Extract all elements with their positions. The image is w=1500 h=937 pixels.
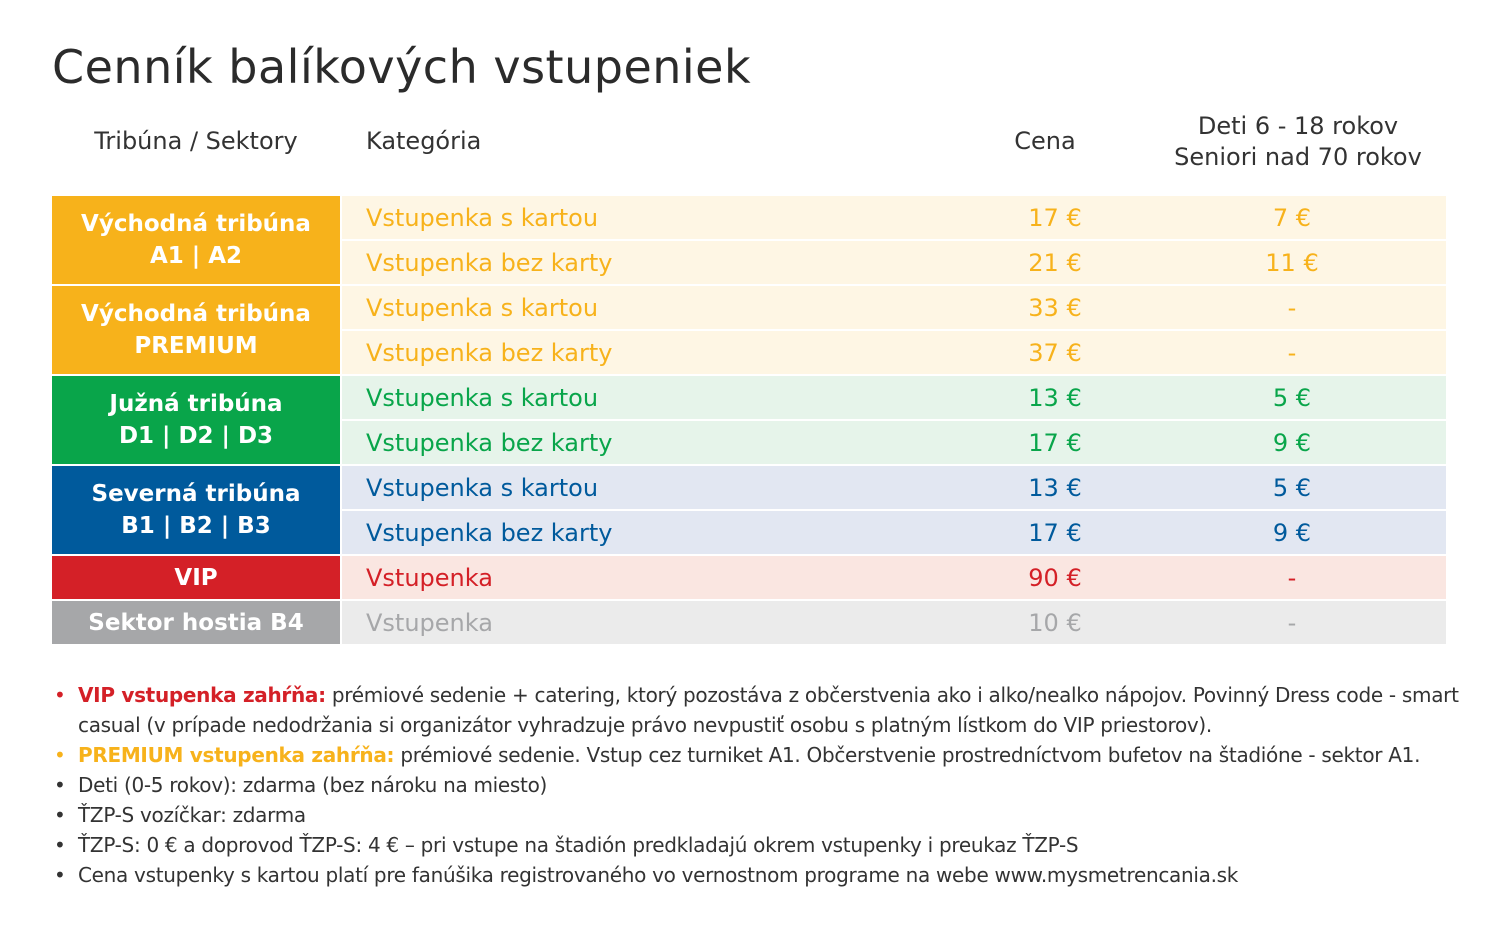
row-cena: 13 € bbox=[1028, 473, 1082, 502]
bullet: • bbox=[54, 683, 66, 707]
group-vychodna-premium: Východná tribúna PREMIUM Vstupenka s kar… bbox=[52, 286, 1446, 374]
group-label: Sektor hostia B4 bbox=[52, 601, 340, 644]
row-kategoria: Vstupenka bbox=[366, 563, 493, 592]
group-label: Južná tribúna D1 | D2 | D3 bbox=[52, 376, 340, 464]
price-table: Východná tribúna A1 | A2 Vstupenka s kar… bbox=[52, 196, 1446, 646]
row-kategoria: Vstupenka s kartou bbox=[366, 293, 599, 322]
row-deti: - bbox=[1287, 608, 1297, 637]
page-title: Cenník balíkových vstupeniek bbox=[52, 40, 752, 94]
row-cena: 10 € bbox=[1028, 608, 1082, 637]
row-deti: 9 € bbox=[1272, 428, 1312, 457]
group-label: Severná tribúna B1 | B2 | B3 bbox=[52, 466, 340, 554]
group-vip: VIP Vstupenka 90 € - bbox=[52, 556, 1446, 599]
group-name: Južná tribúna bbox=[109, 391, 283, 417]
row-cena: 17 € bbox=[1028, 428, 1082, 457]
table-row: Vstupenka 10 € - bbox=[342, 601, 1446, 644]
group-severna: Severná tribúna B1 | B2 | B3 Vstupenka s… bbox=[52, 466, 1446, 554]
group-sektor-hostia: Sektor hostia B4 Vstupenka 10 € - bbox=[52, 601, 1446, 644]
table-row: Vstupenka bez karty 17 € 9 € bbox=[342, 421, 1446, 464]
row-kategoria: Vstupenka bez karty bbox=[366, 338, 613, 367]
row-cena: 33 € bbox=[1028, 293, 1082, 322]
group-vychodna-a1-a2: Východná tribúna A1 | A2 Vstupenka s kar… bbox=[52, 196, 1446, 284]
bullet: • bbox=[54, 803, 66, 827]
note-ztp-text: ŤZP-S: 0 € a doprovod ŤZP-S: 4 € – pri v… bbox=[78, 833, 1079, 857]
table-row: Vstupenka bez karty 17 € 9 € bbox=[342, 511, 1446, 554]
bullet: • bbox=[54, 863, 66, 887]
row-cena: 17 € bbox=[1028, 518, 1082, 547]
note-ztp: • ŤZP-S: 0 € a doprovod ŤZP-S: 4 € – pri… bbox=[52, 830, 1472, 860]
header-tribuna: Tribúna / Sektory bbox=[94, 127, 298, 155]
row-cena: 37 € bbox=[1028, 338, 1082, 367]
notes-list: • VIP vstupenka zahŕňa: prémiové sedenie… bbox=[52, 680, 1472, 890]
header-deti-line1: Deti 6 - 18 rokov bbox=[1197, 112, 1399, 140]
note-cena-kartou-text: Cena vstupenky s kartou platí pre fanúši… bbox=[78, 863, 1239, 887]
bullet: • bbox=[54, 773, 66, 797]
row-kategoria: Vstupenka bez karty bbox=[366, 428, 613, 457]
header-kategoria: Kategória bbox=[366, 127, 482, 155]
row-deti: 5 € bbox=[1272, 383, 1312, 412]
note-cena-kartou: • Cena vstupenky s kartou platí pre fanú… bbox=[52, 860, 1472, 890]
row-kategoria: Vstupenka bez karty bbox=[366, 248, 613, 277]
note-ztp-vozickar-text: ŤZP-S vozíčkar: zdarma bbox=[78, 803, 306, 827]
row-deti: 9 € bbox=[1272, 518, 1312, 547]
table-row: Vstupenka bez karty 21 € 11 € bbox=[342, 241, 1446, 284]
table-row: Vstupenka s kartou 13 € 5 € bbox=[342, 466, 1446, 509]
group-name: Sektor hostia B4 bbox=[88, 609, 304, 636]
group-name: VIP bbox=[174, 564, 218, 591]
row-deti: 7 € bbox=[1272, 203, 1312, 232]
table-row: Vstupenka bez karty 37 € - bbox=[342, 331, 1446, 374]
row-cena: 90 € bbox=[1028, 563, 1082, 592]
table-row: Vstupenka s kartou 13 € 5 € bbox=[342, 376, 1446, 419]
group-name: Severná tribúna bbox=[91, 481, 301, 507]
row-kategoria: Vstupenka s kartou bbox=[366, 383, 599, 412]
row-kategoria: Vstupenka bbox=[366, 608, 493, 637]
row-deti: - bbox=[1287, 293, 1297, 322]
table-row: Vstupenka s kartou 17 € 7 € bbox=[342, 196, 1446, 239]
group-sectors: A1 | A2 bbox=[149, 243, 243, 269]
group-name: Východná tribúna bbox=[81, 301, 311, 327]
row-cena: 21 € bbox=[1028, 248, 1082, 277]
group-name: Východná tribúna bbox=[81, 211, 311, 237]
row-cena: 13 € bbox=[1028, 383, 1082, 412]
row-kategoria: Vstupenka s kartou bbox=[366, 203, 599, 232]
note-vip-label: VIP vstupenka zahŕňa: bbox=[78, 683, 326, 707]
header-deti-seniori: Deti 6 - 18 rokov Seniori nad 70 rokov bbox=[1150, 111, 1446, 173]
bullet: • bbox=[54, 743, 66, 767]
row-kategoria: Vstupenka bez karty bbox=[366, 518, 613, 547]
note-deti-text: Deti (0-5 rokov): zdarma (bez nároku na … bbox=[78, 773, 548, 797]
header-cena: Cena bbox=[1014, 127, 1076, 155]
header-deti-line2: Seniori nad 70 rokov bbox=[1174, 143, 1422, 171]
note-premium-label: PREMIUM vstupenka zahŕňa: bbox=[78, 743, 395, 767]
row-deti: 5 € bbox=[1272, 473, 1312, 502]
group-label: Východná tribúna A1 | A2 bbox=[52, 196, 340, 284]
note-vip-text: prémiové sedenie + catering, ktorý pozos… bbox=[78, 683, 1459, 737]
group-juzna: Južná tribúna D1 | D2 | D3 Vstupenka s k… bbox=[52, 376, 1446, 464]
group-label: Východná tribúna PREMIUM bbox=[52, 286, 340, 374]
note-premium-text: prémiové sedenie. Vstup cez turniket A1.… bbox=[394, 743, 1421, 767]
row-deti: 11 € bbox=[1265, 248, 1319, 277]
row-cena: 17 € bbox=[1028, 203, 1082, 232]
bullet: • bbox=[54, 833, 66, 857]
note-vip: • VIP vstupenka zahŕňa: prémiové sedenie… bbox=[52, 680, 1472, 740]
table-row: Vstupenka 90 € - bbox=[342, 556, 1446, 599]
row-deti: - bbox=[1287, 338, 1297, 367]
note-premium: • PREMIUM vstupenka zahŕňa: prémiové sed… bbox=[52, 740, 1472, 770]
group-sectors: D1 | D2 | D3 bbox=[118, 423, 274, 449]
group-label: VIP bbox=[52, 556, 340, 599]
group-sectors: B1 | B2 | B3 bbox=[121, 513, 271, 539]
row-kategoria: Vstupenka s kartou bbox=[366, 473, 599, 502]
note-ztp-vozickar: • ŤZP-S vozíčkar: zdarma bbox=[52, 800, 1472, 830]
note-deti: • Deti (0-5 rokov): zdarma (bez nároku n… bbox=[52, 770, 1472, 800]
row-deti: - bbox=[1287, 563, 1297, 592]
table-row: Vstupenka s kartou 33 € - bbox=[342, 286, 1446, 329]
group-sectors: PREMIUM bbox=[134, 333, 258, 359]
